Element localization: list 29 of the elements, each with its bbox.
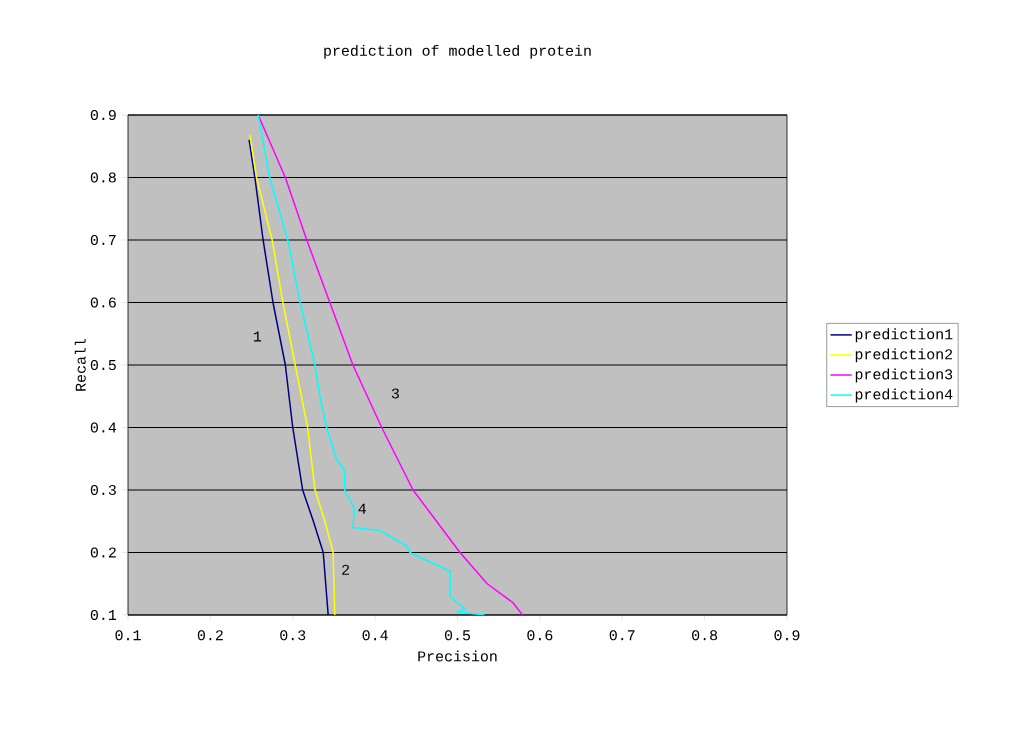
y-tick-label: 0.4 (90, 422, 117, 433)
y-tick-label: 0.5 (90, 359, 116, 371)
annotation: 1 (253, 331, 262, 342)
annotation: 2 (342, 564, 350, 575)
x-axis-title: Precision (418, 650, 497, 662)
x-tick-label: 0.3 (280, 630, 306, 641)
legend-label: prediction2 (855, 348, 953, 363)
x-tick-label: 0.9 (774, 630, 800, 641)
y-tick-label: 0.7 (90, 234, 116, 246)
x-tick-label: 0.7 (609, 630, 635, 641)
annotation: 4 (358, 503, 366, 514)
y-tick-label: 0.3 (90, 484, 116, 496)
x-tick-label: 0.2 (197, 630, 223, 641)
chart-title: prediction of modelled protein (324, 44, 591, 59)
y-axis-title: Recall (74, 338, 86, 391)
x-tick-label: 0.1 (115, 630, 141, 641)
y-tick-label: 0.6 (90, 297, 116, 308)
x-tick-label: 0.8 (692, 630, 718, 641)
y-tick-label: 0.1 (90, 609, 117, 621)
legend-label: prediction1 (855, 328, 953, 343)
x-tick-label: 0.5 (444, 630, 470, 641)
x-tick-label: 0.6 (527, 630, 553, 641)
y-tick-label: 0.8 (90, 172, 116, 183)
legend-label: prediction4 (855, 388, 953, 403)
legend-label: prediction3 (855, 368, 953, 383)
x-tick-label: 0.4 (362, 630, 388, 641)
annotation: 3 (391, 388, 399, 399)
y-tick-label: 0.9 (90, 109, 116, 121)
y-tick-label: 0.2 (90, 547, 116, 558)
